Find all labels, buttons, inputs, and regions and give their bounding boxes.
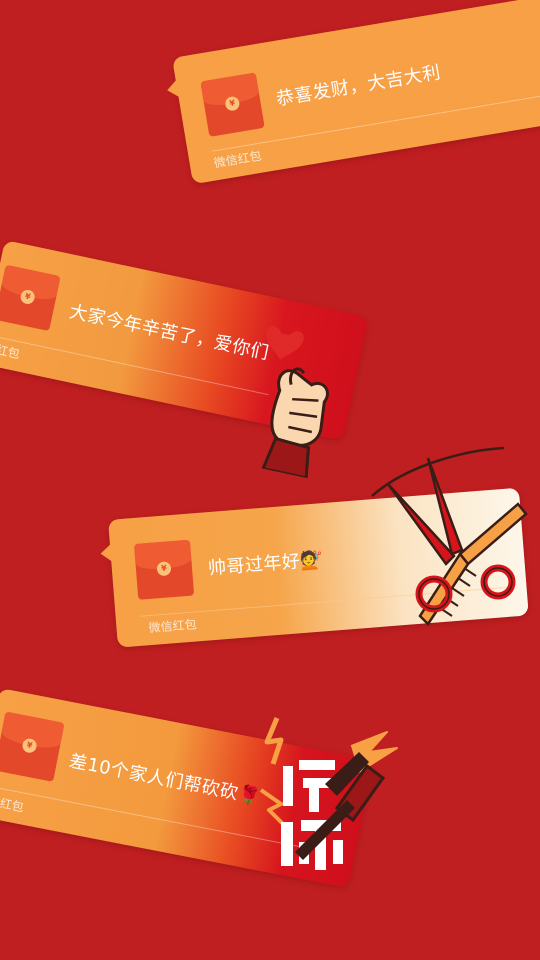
scissors-and-comb-icon [368,444,534,634]
red-packet-brand-label: 微信红包 [213,147,263,172]
red-packet-message: 差10个家人们帮砍砍🌹 [67,747,263,810]
red-packet-card-1[interactable]: ¥ 恭喜发财，大吉大利 微信红包 [172,0,540,184]
red-envelope-icon: ¥ [200,72,264,136]
red-packet-message: 帅哥过年好💇 [207,545,324,580]
red-envelope-icon: ¥ [0,265,61,331]
bubble-tail [166,80,180,100]
red-packet-message: 恭喜发财，大吉大利 [274,58,443,111]
red-packet-brand-label: 微信红包 [0,790,25,816]
bubble-tail [100,544,112,563]
axe-lightning-bargain-icon [255,712,405,882]
red-envelope-icon: ¥ [134,540,194,600]
red-packet-brand-label: 微信红包 [148,615,197,636]
red-envelope-icon: ¥ [0,712,65,782]
red-packet-message: 大家今年辛苦了，爱你们 [67,297,271,365]
red-packet-card-2[interactable]: ¥ 大家今年辛苦了，爱你们 微信红包 [0,240,369,441]
yuan-coin-icon: ¥ [156,561,171,576]
